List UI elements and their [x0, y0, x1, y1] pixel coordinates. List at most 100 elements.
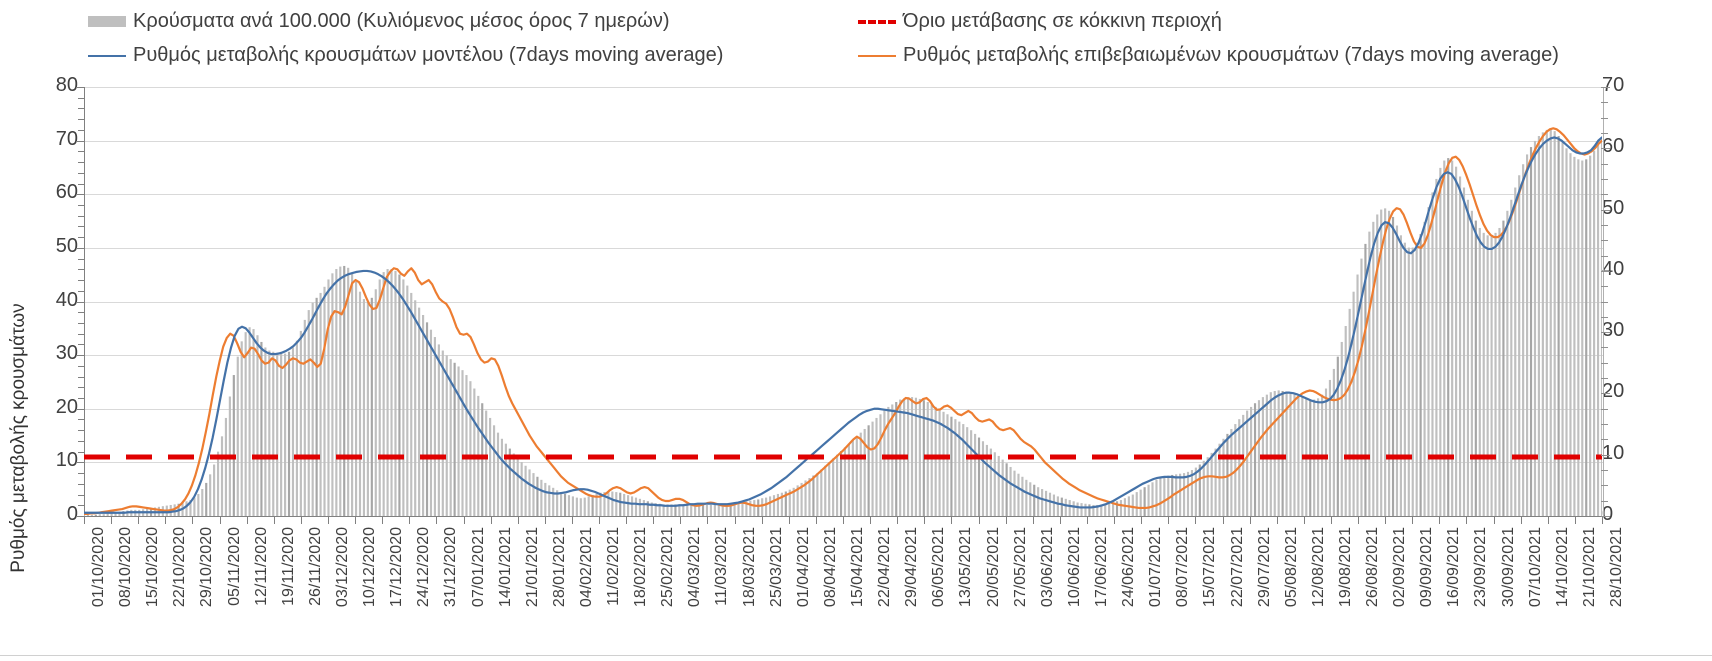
- y-axis-right-minor-tick: [1601, 408, 1608, 410]
- x-axis-tick: [707, 516, 709, 524]
- bar: [1470, 210, 1473, 516]
- gridline: [85, 408, 1603, 410]
- bar: [1380, 209, 1383, 516]
- x-axis-tick-label: 01/07/2021: [1147, 527, 1165, 608]
- x-axis-tick: [1439, 516, 1441, 524]
- x-axis-tick-label: 10/12/2020: [361, 527, 379, 608]
- bar: [362, 299, 366, 516]
- bar: [1001, 459, 1004, 516]
- bar: [1135, 492, 1138, 516]
- bar: [1518, 175, 1521, 516]
- y-axis-left-labels: 0 10 20 30 40 50 60 70 80: [36, 74, 78, 525]
- legend-item-model-rate[interactable]: Ρυθμός μεταβολής κρουσμάτων μοντέλου (7d…: [88, 44, 723, 67]
- bar: [1439, 167, 1442, 516]
- bar: [1573, 156, 1576, 516]
- bar: [303, 319, 306, 516]
- legend-label-model-rate: Ρυθμός μεταβολής κρουσμάτων μοντέλου (7d…: [133, 44, 724, 66]
- bar: [272, 351, 275, 516]
- legend-item-threshold[interactable]: Όριο μετάβασης σε κόκκινη περιοχή: [858, 10, 1222, 33]
- bar: [1533, 140, 1537, 516]
- bar: [1096, 504, 1099, 516]
- bar: [993, 452, 996, 516]
- x-axis-tick: [192, 516, 194, 524]
- x-axis-tick: [1303, 516, 1305, 524]
- bar: [709, 504, 712, 516]
- y-axis-right-minor-tick: [1601, 393, 1610, 395]
- bar: [1202, 460, 1205, 516]
- bar: [867, 425, 870, 516]
- bar: [201, 489, 204, 516]
- bar: [607, 491, 610, 516]
- x-axis-tick-label: 22/04/2021: [876, 527, 894, 608]
- bar: [1344, 326, 1347, 516]
- bar: [1206, 457, 1209, 516]
- y-axis-left-minor-tick: [78, 215, 85, 217]
- bar: [765, 497, 768, 516]
- legend-label-threshold: Όριο μετάβασης σε κόκκινη περιοχή: [903, 10, 1222, 32]
- bar: [682, 504, 685, 516]
- y-axis-left-title: Ρυθμός μεταβολής κρουσμάτων: [8, 303, 29, 573]
- bar: [666, 504, 669, 516]
- bar: [560, 492, 563, 516]
- bar: [489, 417, 492, 516]
- bar: [390, 269, 393, 516]
- y-axis-right-minor-tick: [1601, 117, 1608, 119]
- bar: [1462, 187, 1466, 516]
- bar: [323, 286, 326, 516]
- bar: [571, 496, 574, 516]
- bar: [591, 495, 594, 516]
- legend-item-cases-bar[interactable]: Κρούσματα ανά 100.000 (Κυλιόμενος μέσος …: [88, 10, 670, 33]
- x-axis-tick-label: 27/05/2021: [1011, 527, 1029, 608]
- x-axis-tick-label: 08/10/2020: [117, 527, 135, 608]
- bar: [611, 491, 614, 516]
- legend-item-confirmed-rate[interactable]: Ρυθμός μεταβολής επιβεβαιωμένων κρουσμάτ…: [858, 44, 1559, 67]
- bar: [674, 504, 677, 516]
- bar: [457, 366, 460, 516]
- chart-legend: Κρούσματα ανά 100.000 (Κυλιόμενος μέσος …: [0, 0, 1712, 78]
- y-axis-right-minor-tick: [1601, 178, 1608, 180]
- x-axis-tick: [219, 516, 221, 524]
- x-axis-tick-label: 08/04/2021: [821, 527, 839, 608]
- bar: [1246, 410, 1249, 516]
- gridline: [85, 355, 1603, 357]
- x-axis-tick-label: 21/01/2021: [523, 527, 541, 608]
- bar: [260, 341, 263, 516]
- x-axis-tick-label: 05/08/2021: [1282, 527, 1300, 608]
- gridline: [85, 247, 1603, 249]
- y-axis-left-minor-tick: [78, 119, 85, 121]
- x-axis-tick-label: 17/06/2021: [1092, 527, 1110, 608]
- bar: [1186, 471, 1190, 516]
- x-axis-tick: [382, 516, 384, 524]
- x-axis-tick: [1574, 516, 1576, 524]
- bar: [1198, 464, 1201, 516]
- bar: [922, 400, 925, 516]
- bar: [721, 504, 724, 516]
- x-axis-tick: [978, 516, 980, 524]
- bar: [185, 501, 188, 516]
- x-axis-tick-label: 21/10/2021: [1580, 527, 1598, 608]
- x-axis-tick: [571, 516, 573, 524]
- y-axis-left-minor-tick: [76, 194, 85, 196]
- bar: [374, 289, 377, 516]
- y-axis-left-minor-tick: [78, 419, 85, 421]
- bar: [1143, 487, 1146, 516]
- bar: [1403, 242, 1406, 516]
- bar: [1151, 482, 1154, 516]
- x-axis-tick-label: 08/07/2021: [1174, 527, 1192, 608]
- bar: [1372, 221, 1375, 516]
- x-axis-tick-label: 03/06/2021: [1038, 527, 1056, 608]
- bar: [843, 447, 847, 516]
- bar: [540, 479, 543, 516]
- x-axis-tick-label: 23/09/2021: [1472, 527, 1490, 608]
- bar: [1348, 308, 1351, 516]
- bar: [1242, 414, 1245, 516]
- bar: [315, 297, 318, 516]
- x-axis-tick: [1059, 516, 1061, 524]
- bar: [946, 414, 949, 516]
- bar: [855, 436, 858, 516]
- bar: [1013, 470, 1016, 516]
- bar: [828, 462, 831, 516]
- bar: [1033, 484, 1036, 516]
- bar: [402, 279, 405, 516]
- bar: [1407, 247, 1410, 516]
